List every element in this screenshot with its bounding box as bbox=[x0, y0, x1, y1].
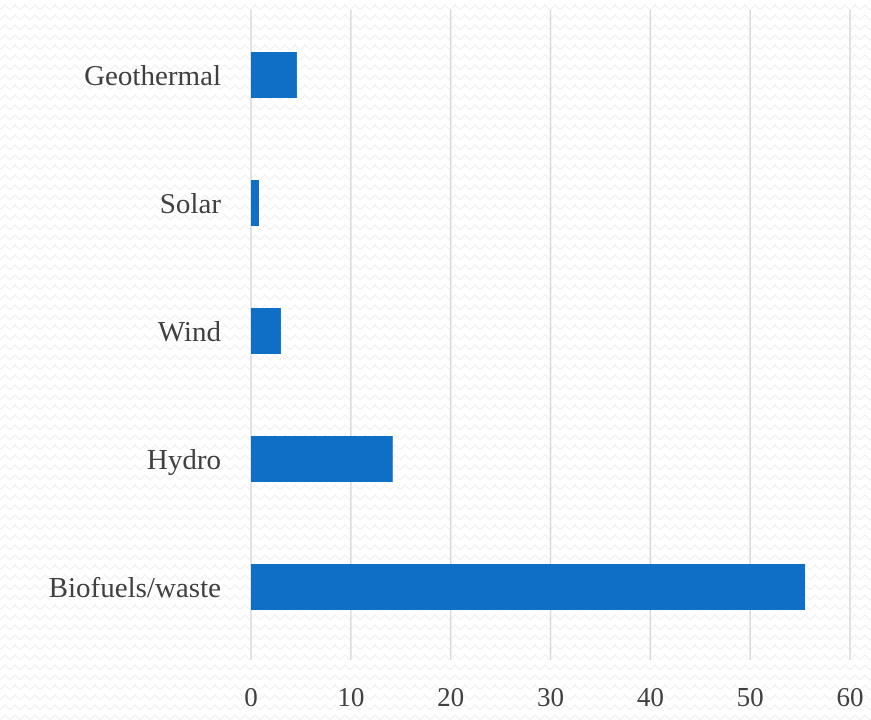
bar-biofuels-waste bbox=[251, 564, 806, 610]
x-tick-label: 30 bbox=[537, 682, 564, 712]
x-tick-label: 60 bbox=[837, 682, 864, 712]
category-label: Wind bbox=[158, 316, 222, 348]
x-tick-label: 40 bbox=[637, 682, 664, 712]
x-tick-label: 10 bbox=[337, 682, 364, 712]
category-label: Hydro bbox=[147, 444, 221, 476]
x-tick-label: 20 bbox=[437, 682, 464, 712]
bar-wind bbox=[251, 308, 281, 354]
x-tick-labels: 0 10 20 30 40 50 60 bbox=[244, 682, 863, 712]
category-label: Geothermal bbox=[84, 60, 221, 92]
bar-solar bbox=[251, 180, 259, 226]
category-labels: Geothermal Solar Wind Hydro Biofuels/waste bbox=[49, 60, 222, 604]
bar-hydro bbox=[251, 436, 393, 482]
category-label: Biofuels/waste bbox=[49, 572, 221, 604]
bars bbox=[251, 52, 806, 610]
x-tick-label: 50 bbox=[737, 682, 764, 712]
bar-geothermal bbox=[251, 52, 297, 98]
x-tick-label: 0 bbox=[244, 682, 258, 712]
gridlines bbox=[250, 10, 851, 660]
category-label: Solar bbox=[160, 188, 222, 220]
